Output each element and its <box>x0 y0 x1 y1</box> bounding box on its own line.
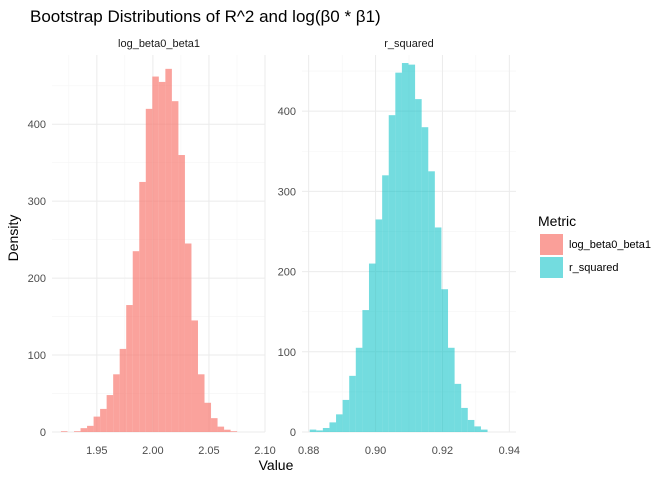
histogram-bar <box>224 429 231 432</box>
histogram-bar <box>329 422 337 432</box>
histogram-bar <box>448 347 455 432</box>
histogram-bar <box>106 395 114 432</box>
histogram-bar <box>467 419 475 432</box>
histogram-bar <box>230 431 238 432</box>
histogram-bar <box>401 63 409 433</box>
y-tick-label: 100 <box>28 350 46 362</box>
panel-r-squared: r_squared 0 100 200 300 400 0.88 0.90 0.92 0.94 <box>278 38 520 457</box>
histogram-bar <box>362 310 369 432</box>
histogram-bar <box>454 383 462 432</box>
y-tick-label: 200 <box>28 273 46 285</box>
histogram-bar <box>171 101 179 432</box>
histogram-bar <box>309 429 317 432</box>
y-tick-label: 300 <box>28 196 46 208</box>
histogram-bar <box>93 416 101 432</box>
legend-title: Metric <box>538 213 576 229</box>
panel-strip-label: r_squared <box>384 38 434 50</box>
panel-strip-label: log_beta0_beta1 <box>118 38 200 50</box>
histogram-bar <box>165 68 172 433</box>
legend-swatch-r-squared <box>540 257 563 278</box>
y-tick-label: 300 <box>278 186 296 198</box>
histogram-bar <box>428 171 435 432</box>
histogram-bar <box>375 219 383 432</box>
x-tick-label: 0.94 <box>499 445 520 457</box>
legend-label-log-beta0-beta1: log_beta0_beta1 <box>569 239 651 251</box>
histogram-bar <box>434 227 442 432</box>
histogram-bar <box>184 243 192 432</box>
histogram-bar <box>119 348 127 432</box>
chart-title: Bootstrap Distributions of R^2 and log(β… <box>30 7 381 26</box>
histogram-bar <box>80 428 88 432</box>
histogram-bar <box>395 72 402 433</box>
histogram-bar <box>152 76 159 433</box>
legend: Metric log_beta0_beta1 r_squared <box>538 213 651 278</box>
histogram-bar <box>421 127 429 432</box>
x-tick-label: 0.88 <box>298 445 319 457</box>
histogram-bar <box>100 408 107 432</box>
histogram-bar <box>368 263 376 432</box>
y-tick-label: 0 <box>290 427 296 439</box>
x-axis-title: Value <box>259 457 294 473</box>
histogram-bar <box>126 305 133 432</box>
histogram-bar <box>382 175 389 432</box>
histogram-bar <box>113 374 120 432</box>
histogram-bar <box>474 426 481 432</box>
histogram-bar <box>408 64 416 432</box>
histogram-bar <box>217 426 225 432</box>
histogram-bar <box>197 374 205 432</box>
histogram-bar <box>388 115 396 432</box>
histogram-bar <box>158 81 166 432</box>
histogram-bar <box>342 399 350 432</box>
histogram-bar <box>204 402 212 432</box>
y-tick-label: 400 <box>278 106 296 118</box>
histogram-bar <box>139 181 146 432</box>
histogram-bar <box>461 407 468 432</box>
histogram-bar <box>191 320 198 432</box>
histogram-bar <box>316 430 323 432</box>
legend-swatch-log-beta0-beta1 <box>540 234 563 255</box>
histogram-bar <box>441 289 449 432</box>
y-axis-title: Density <box>5 215 21 262</box>
legend-label-r-squared: r_squared <box>569 262 619 274</box>
histogram-bar <box>322 427 330 432</box>
histogram-bar <box>60 431 68 432</box>
histogram-bar <box>145 108 153 432</box>
histogram-bar <box>132 251 140 432</box>
histogram-bar <box>74 431 81 432</box>
histogram-bar <box>211 418 218 432</box>
panel-log-beta0-beta1: log_beta0_beta1 0 100 200 300 400 1.95 2.00 2.0… <box>28 38 276 457</box>
y-tick-label: 200 <box>278 267 296 279</box>
histogram-bar <box>336 414 343 432</box>
histogram-bar <box>87 425 94 432</box>
x-tick-label: 2.05 <box>198 445 219 457</box>
histogram-bar <box>178 155 185 433</box>
x-tick-label: 0.92 <box>432 445 453 457</box>
y-tick-label: 100 <box>278 347 296 359</box>
histogram-bar <box>480 429 488 432</box>
histogram-bar <box>355 347 363 432</box>
histogram-bar <box>349 375 356 432</box>
histogram-bar <box>415 99 422 433</box>
y-tick-label: 400 <box>28 119 46 131</box>
y-tick-label: 0 <box>40 427 46 439</box>
x-tick-label: 2.00 <box>142 445 163 457</box>
x-tick-label: 0.90 <box>365 445 386 457</box>
x-tick-label: 2.10 <box>254 445 275 457</box>
x-tick-label: 1.95 <box>86 445 107 457</box>
